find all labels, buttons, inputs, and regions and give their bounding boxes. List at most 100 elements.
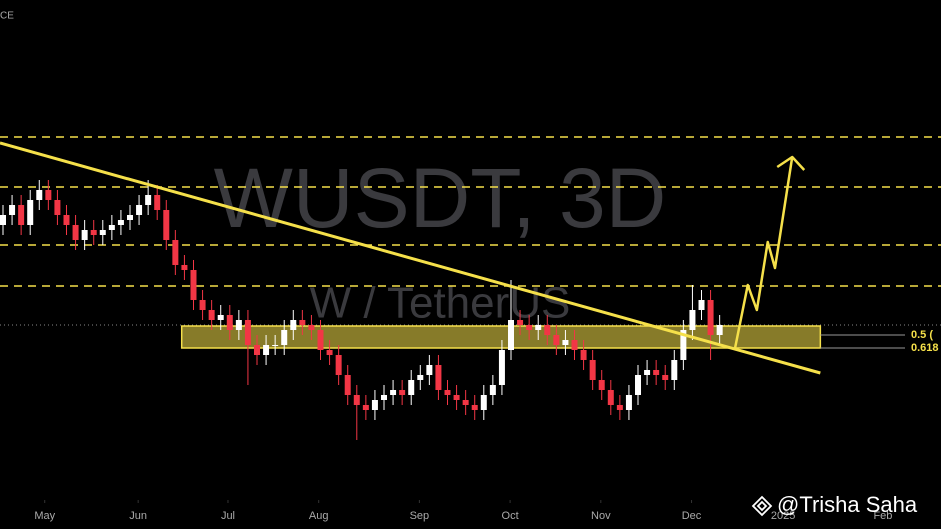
candle-body	[108, 225, 115, 230]
candle-body	[272, 345, 279, 346]
candle-body	[526, 325, 533, 330]
candle-body	[362, 405, 369, 410]
trendline	[0, 141, 821, 375]
candle-body	[544, 325, 551, 335]
x-tick-label: Oct	[502, 510, 519, 522]
candle-body	[381, 395, 388, 400]
candle-body	[671, 360, 678, 380]
candle-body	[716, 325, 723, 335]
candle-body	[653, 370, 660, 375]
candle-body	[453, 395, 460, 400]
candle-body	[607, 390, 614, 405]
candle-body	[253, 345, 260, 355]
x-tick-label: Sep	[410, 510, 430, 522]
projection-path	[733, 156, 794, 349]
candle-body	[136, 205, 143, 215]
candle-body	[480, 395, 487, 410]
x-tick-label: Jul	[221, 510, 235, 522]
fib-label: 0.5 (	[911, 329, 933, 341]
candle-body	[36, 190, 43, 200]
candle-body	[408, 380, 415, 395]
candle-body	[689, 310, 696, 330]
candle-body	[154, 195, 161, 210]
candle-body	[235, 320, 242, 330]
candle-body	[217, 315, 224, 320]
candle-body	[172, 240, 179, 265]
candle-body	[263, 345, 270, 355]
candle-body	[616, 405, 623, 410]
candle-body	[45, 190, 52, 200]
x-tick-label: Nov	[591, 510, 611, 522]
candle-body	[199, 300, 206, 310]
candle-body	[562, 340, 569, 345]
candle-body	[498, 350, 505, 385]
candle-body	[535, 325, 542, 330]
header-text: CE	[0, 11, 14, 22]
candle-body	[226, 315, 233, 330]
candle-body	[508, 320, 515, 350]
candle-body	[598, 380, 605, 390]
candle-body	[54, 200, 61, 215]
candle-body	[444, 390, 451, 395]
candle-body	[317, 330, 324, 350]
x-tick-label: Aug	[309, 510, 329, 522]
candle-body	[208, 310, 215, 320]
candle-body	[99, 230, 106, 235]
candle-body	[625, 395, 632, 410]
candle-body	[680, 330, 687, 360]
watermark: WUSDT, 3D	[214, 151, 667, 245]
candle-body	[426, 365, 433, 375]
candle-body	[290, 320, 297, 330]
candle-body	[81, 230, 88, 240]
zone	[180, 325, 822, 349]
candle-body	[644, 370, 651, 375]
logo	[751, 495, 773, 517]
candle-body	[145, 195, 152, 205]
candle-body	[244, 320, 251, 345]
attribution: @Trisha Saha	[777, 492, 918, 517]
candle-body	[580, 350, 587, 360]
candle-body	[335, 355, 342, 375]
candle-body	[462, 400, 469, 405]
candle-body	[18, 205, 25, 225]
candle-body	[371, 400, 378, 410]
candle-body	[489, 385, 496, 395]
x-tick-label: 2025	[771, 510, 795, 522]
candle-body	[417, 375, 424, 380]
candle-body	[517, 320, 524, 325]
candle-body	[63, 215, 70, 225]
candle-body	[308, 325, 315, 330]
candle-body	[589, 360, 596, 380]
candle-body	[326, 350, 333, 355]
candle-body	[299, 320, 306, 325]
candle-body	[707, 300, 714, 335]
candle-body	[181, 265, 188, 270]
candle-body	[344, 375, 351, 395]
candle-body	[190, 270, 197, 300]
candle-body	[698, 300, 705, 310]
projection-arrowhead	[776, 155, 806, 171]
x-tick-label: Jun	[129, 510, 147, 522]
candle-body	[553, 335, 560, 345]
candle-body	[353, 395, 360, 405]
candle-body	[90, 230, 97, 235]
candle-body	[471, 405, 478, 410]
candle-body	[163, 210, 170, 240]
x-tick-label: May	[34, 510, 55, 522]
candle-body	[435, 365, 442, 390]
candle-body	[571, 340, 578, 350]
candle-body	[390, 390, 397, 395]
candle-body	[662, 375, 669, 380]
candle-body	[72, 225, 79, 240]
candle-body	[635, 375, 642, 395]
candle-body	[281, 330, 288, 345]
candle-body	[27, 200, 34, 225]
candle-body	[9, 205, 16, 215]
x-tick-label: Feb	[873, 510, 892, 522]
candle-body	[117, 220, 124, 225]
candle-body	[126, 215, 133, 220]
candle-body	[0, 215, 6, 225]
x-tick-label: Dec	[682, 510, 702, 522]
